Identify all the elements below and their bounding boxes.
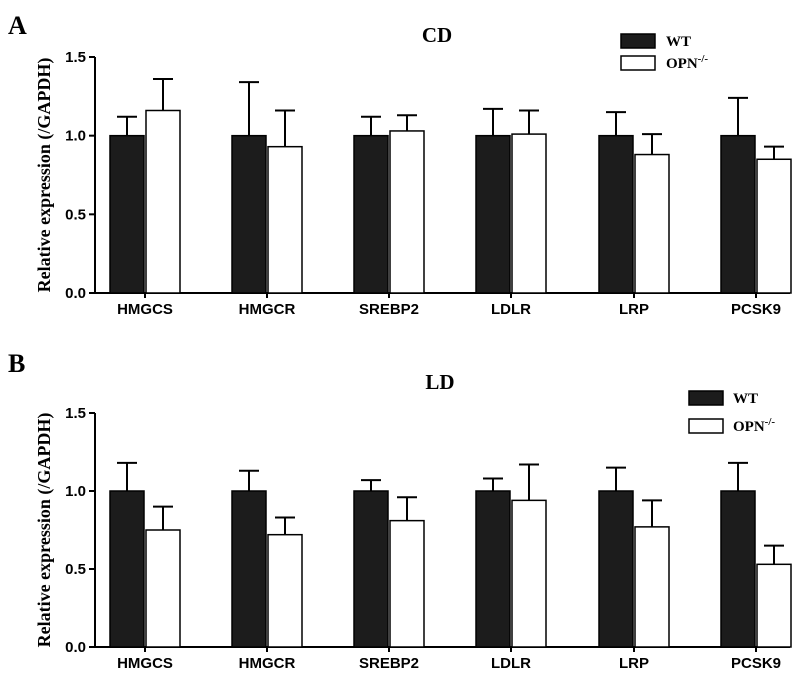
y-tick-label: 0.5 xyxy=(65,561,86,578)
bar-opn xyxy=(511,133,547,294)
x-tick-label: HMGCR xyxy=(239,655,296,672)
y-tick-label: 1.5 xyxy=(65,49,86,66)
legend-swatch-wt xyxy=(620,33,656,49)
chart-panel-b: B LD Relative expression (/GAPDH) 0.0 0.5 1.0… xyxy=(8,349,792,672)
x-tick-label: PCSK9 xyxy=(731,301,781,318)
x-tick-label: LRP xyxy=(619,301,649,318)
bar-wt xyxy=(353,490,389,648)
bar-wt xyxy=(598,134,634,294)
bar-wt xyxy=(109,490,145,648)
x-tick-label: SREBP2 xyxy=(359,655,419,672)
bar-opn xyxy=(634,153,670,294)
bar-opn xyxy=(511,499,547,648)
legend-swatch-opn xyxy=(688,418,724,434)
bar-opn xyxy=(756,158,792,294)
legend-label-wt: WT xyxy=(733,391,758,407)
bar-opn xyxy=(389,519,425,648)
legend: WT OPN-/- xyxy=(688,390,775,435)
y-tick-label: 0.0 xyxy=(65,285,86,302)
legend-superscript: -/- xyxy=(698,53,709,65)
bar-opn xyxy=(634,526,670,648)
legend-superscript: -/- xyxy=(765,416,776,428)
x-tick-label: SREBP2 xyxy=(359,301,419,318)
panel-letter: B xyxy=(8,349,25,378)
bar-opn xyxy=(145,529,181,648)
bar-wt xyxy=(475,490,511,648)
chart-title: CD xyxy=(422,23,452,47)
y-tick-label: 1.0 xyxy=(65,128,86,145)
bar-wt xyxy=(720,490,756,648)
x-tick-label: LDLR xyxy=(491,655,531,672)
bar-wt xyxy=(598,490,634,648)
y-axis-label: Relative expression (/GAPDH) xyxy=(34,413,55,648)
bar-opn xyxy=(267,533,303,648)
legend-label-wt: WT xyxy=(666,34,691,50)
legend-swatch-wt xyxy=(688,390,724,406)
legend-swatch-opn xyxy=(620,55,656,71)
chart-panel-a: A CD Relative expression (/GAPDH) 0.0 0.5 1.0… xyxy=(8,11,792,318)
x-tick-label: HMGCR xyxy=(239,301,296,318)
chart-title: LD xyxy=(425,370,454,394)
legend-label-opn: OPN-/- xyxy=(733,416,775,435)
x-tick-label: PCSK9 xyxy=(731,655,781,672)
bar-opn xyxy=(389,130,425,294)
y-tick-label: 1.5 xyxy=(65,405,86,422)
y-tick-label: 1.0 xyxy=(65,483,86,500)
legend-label-opn: OPN-/- xyxy=(666,53,708,72)
y-tick-label: 0.0 xyxy=(65,639,86,656)
bar-wt xyxy=(231,490,267,648)
y-axis-label: Relative expression (/GAPDH) xyxy=(34,58,55,293)
x-tick-label: HMGCS xyxy=(117,301,173,318)
x-tick-label: LDLR xyxy=(491,301,531,318)
bar-wt xyxy=(353,134,389,294)
panel-letter: A xyxy=(8,11,27,40)
bar-wt xyxy=(475,134,511,294)
bar-opn xyxy=(756,563,792,648)
bar-wt xyxy=(109,134,145,294)
bar-opn xyxy=(267,145,303,294)
bar-opn xyxy=(145,109,181,294)
bar-wt xyxy=(231,134,267,294)
y-tick-label: 0.5 xyxy=(65,206,86,223)
x-tick-label: LRP xyxy=(619,655,649,672)
legend: WT OPN-/- xyxy=(620,33,708,72)
bar-wt xyxy=(720,134,756,294)
x-tick-label: HMGCS xyxy=(117,655,173,672)
